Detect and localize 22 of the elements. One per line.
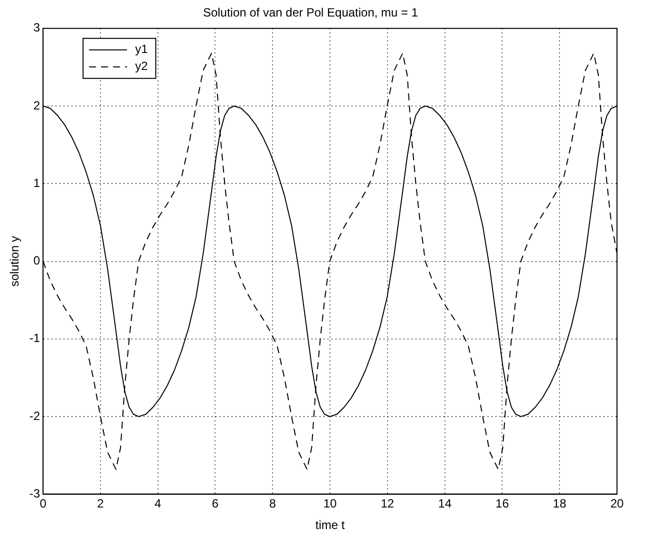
y-tick-label: -2 — [29, 408, 40, 423]
x-tick-label: 6 — [212, 496, 219, 511]
y-axis-title: solution y — [8, 236, 22, 287]
x-tick-label: 10 — [323, 496, 338, 511]
chart-title: Solution of van der Pol Equation, mu = 1 — [202, 6, 418, 20]
y-tick-label: 2 — [33, 98, 40, 112]
x-tick-label: 18 — [552, 496, 567, 511]
x-axis-title: time t — [315, 518, 346, 532]
x-tick-label: 12 — [380, 496, 394, 511]
x-tick-label: 20 — [610, 496, 624, 511]
y-tick-label: -1 — [29, 331, 40, 346]
legend-label: y2 — [135, 59, 148, 74]
y-tick-label: 3 — [33, 20, 40, 35]
x-tick-label: 16 — [496, 496, 510, 511]
y-tick-label: 0 — [33, 254, 40, 268]
x-tick-label: 14 — [438, 496, 452, 511]
x-tick-label: 4 — [154, 496, 162, 511]
y-tick-label: 1 — [33, 176, 40, 190]
y-tick-label: -3 — [29, 486, 40, 501]
x-tick-label: 2 — [97, 496, 104, 511]
legend-label: y1 — [135, 42, 148, 56]
x-tick-label: 8 — [269, 496, 276, 511]
